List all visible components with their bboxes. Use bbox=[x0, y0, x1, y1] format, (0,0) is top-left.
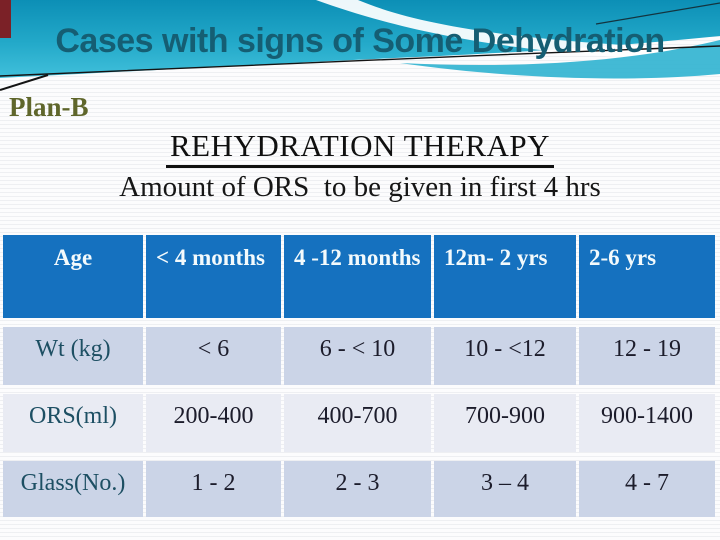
glass-cell: 1 - 2 bbox=[146, 461, 281, 517]
row-label-ors: ORS(ml) bbox=[3, 394, 143, 452]
ors-subheading: Amount of ORS to be given in first 4 hrs bbox=[119, 171, 601, 203]
slide-title: Cases with signs of Some Dehydration bbox=[55, 22, 665, 60]
ors-cell: 700-900 bbox=[434, 394, 576, 452]
weight-cell: 10 - <12 bbox=[434, 327, 576, 385]
ors-cell: 900-1400 bbox=[579, 394, 715, 452]
weight-cell: < 6 bbox=[146, 327, 281, 385]
therapy-heading: REHYDRATION THERAPY bbox=[165, 128, 555, 168]
plan-label: Plan-B bbox=[9, 92, 89, 122]
secondary-swoosh bbox=[400, 40, 720, 79]
banner-wave-graphic bbox=[0, 0, 720, 91]
therapy-heading-wrap: REHYDRATION THERAPY bbox=[0, 128, 720, 168]
ors-cell: 400-700 bbox=[284, 394, 431, 452]
thin-line-topright bbox=[595, 2, 720, 25]
glass-cell: 4 - 7 bbox=[579, 461, 715, 517]
row-label-glass: Glass(No.) bbox=[3, 461, 143, 517]
main-wave bbox=[0, 0, 720, 78]
header-cell-age: Age bbox=[3, 235, 143, 318]
header-cell-under4months: < 4 months bbox=[146, 235, 281, 318]
weight-cell: 6 - < 10 bbox=[284, 327, 431, 385]
ors-cell: 200-400 bbox=[146, 394, 281, 452]
thin-line-tail bbox=[0, 74, 49, 91]
glass-cell: 3 – 4 bbox=[434, 461, 576, 517]
header-cell-2to6yrs: 2-6 yrs bbox=[579, 235, 715, 318]
row-label-weight: Wt (kg) bbox=[3, 327, 143, 385]
thin-line-main bbox=[0, 45, 720, 77]
glass-cell: 2 - 3 bbox=[284, 461, 431, 517]
weight-cell: 12 - 19 bbox=[579, 327, 715, 385]
maroon-accent-bar bbox=[0, 0, 11, 38]
rehydration-table: Age < 4 months 4 -12 months 12m- 2 yrs 2… bbox=[3, 235, 715, 517]
header-cell-12mto2yrs: 12m- 2 yrs bbox=[434, 235, 576, 318]
header-cell-4to12months: 4 -12 months bbox=[284, 235, 431, 318]
white-streak bbox=[316, 0, 720, 62]
